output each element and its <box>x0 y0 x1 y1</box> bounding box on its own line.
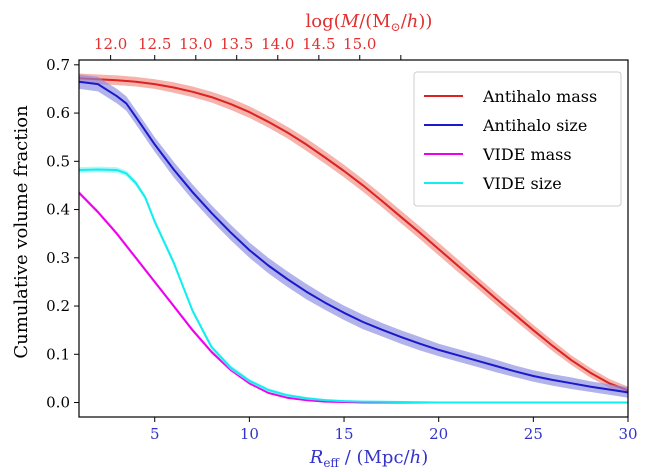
y-tick-label: 0.0 <box>46 394 70 412</box>
top-axis-title-slash: / <box>401 11 408 32</box>
svg-text:Reff / (Mpc/h): Reff / (Mpc/h) <box>309 447 428 470</box>
legend-label-antihalo-size: Antihalo size <box>482 116 587 135</box>
svg-text:log(M/(M⊙/h)): log(M/(M⊙/h)) <box>306 11 433 34</box>
y-axis-title: Cumulative volume fraction <box>11 105 32 359</box>
top-axis-title-m: M <box>340 11 360 32</box>
antihalo-mass-line <box>79 77 628 392</box>
top-tick-label: 12.5 <box>138 35 171 53</box>
y-tick-label: 0.2 <box>46 297 70 315</box>
top-tick-label: 12.0 <box>94 35 127 53</box>
vide-mass-band <box>79 190 628 403</box>
legend-label-vide-size: VIDE size <box>482 174 562 193</box>
bottom-axis-title-rest: / (Mpc/ <box>339 447 411 468</box>
x-tick-label: 30 <box>618 425 637 443</box>
y-tick-label: 0.4 <box>46 201 70 219</box>
antihalo-size-line <box>79 80 628 394</box>
plot-area <box>79 73 628 404</box>
plot-frame <box>78 59 629 418</box>
bottom-axis-title-close: ) <box>421 447 428 468</box>
series-group <box>79 73 628 404</box>
legend-label-antihalo-mass: Antihalo mass <box>482 87 597 106</box>
x-tick-label: 20 <box>429 425 448 443</box>
bottom-axis-title-sub: eff <box>323 456 340 470</box>
legend-box <box>413 71 622 207</box>
top-axis-title-post: )) <box>418 11 432 32</box>
top-axis-title-mid: /(M <box>359 11 391 32</box>
y-tick-label: 0.3 <box>46 249 70 267</box>
top-axis-title-h: h <box>407 11 419 32</box>
bottom-axis-title-h: h <box>410 447 422 468</box>
y-tick-label: 0.1 <box>46 345 70 363</box>
top-axis-title-pre: log( <box>306 11 341 32</box>
y-tick-label: 0.6 <box>46 104 70 122</box>
vide-size-line <box>79 168 628 404</box>
bottom-axis-title: Reff / (Mpc/h) <box>309 447 428 470</box>
x-tick-label: 15 <box>334 425 353 443</box>
x-tick-label: 25 <box>524 425 543 443</box>
axes: 5 10 15 20 25 30 0.0 0.1 0.2 0.3 0.4 0.5 0.6 0.7 12.0 1… <box>46 35 637 443</box>
y-tick-label: 0.7 <box>46 56 70 74</box>
vide-mass-line <box>79 192 628 404</box>
top-tick-label: 13.5 <box>220 35 253 53</box>
legend: Antihalo mass Antihalo size VIDE mass VIDE … <box>413 71 622 207</box>
top-tick-label: 14.0 <box>261 35 294 53</box>
top-tick-label: 14.5 <box>302 35 335 53</box>
legend-label-vide-mass: VIDE mass <box>482 145 572 164</box>
top-tick-label: 13.0 <box>179 35 212 53</box>
x-tick-label: 10 <box>240 425 259 443</box>
top-axis-title: log(M/(M⊙/h)) <box>306 11 433 34</box>
y-tick-label: 0.5 <box>46 152 70 170</box>
x-tick-label: 5 <box>150 425 160 443</box>
top-tick-label: 15.0 <box>343 35 376 53</box>
top-axis-title-sun: ⊙ <box>391 20 401 34</box>
bottom-axis-title-main: R <box>309 447 324 468</box>
